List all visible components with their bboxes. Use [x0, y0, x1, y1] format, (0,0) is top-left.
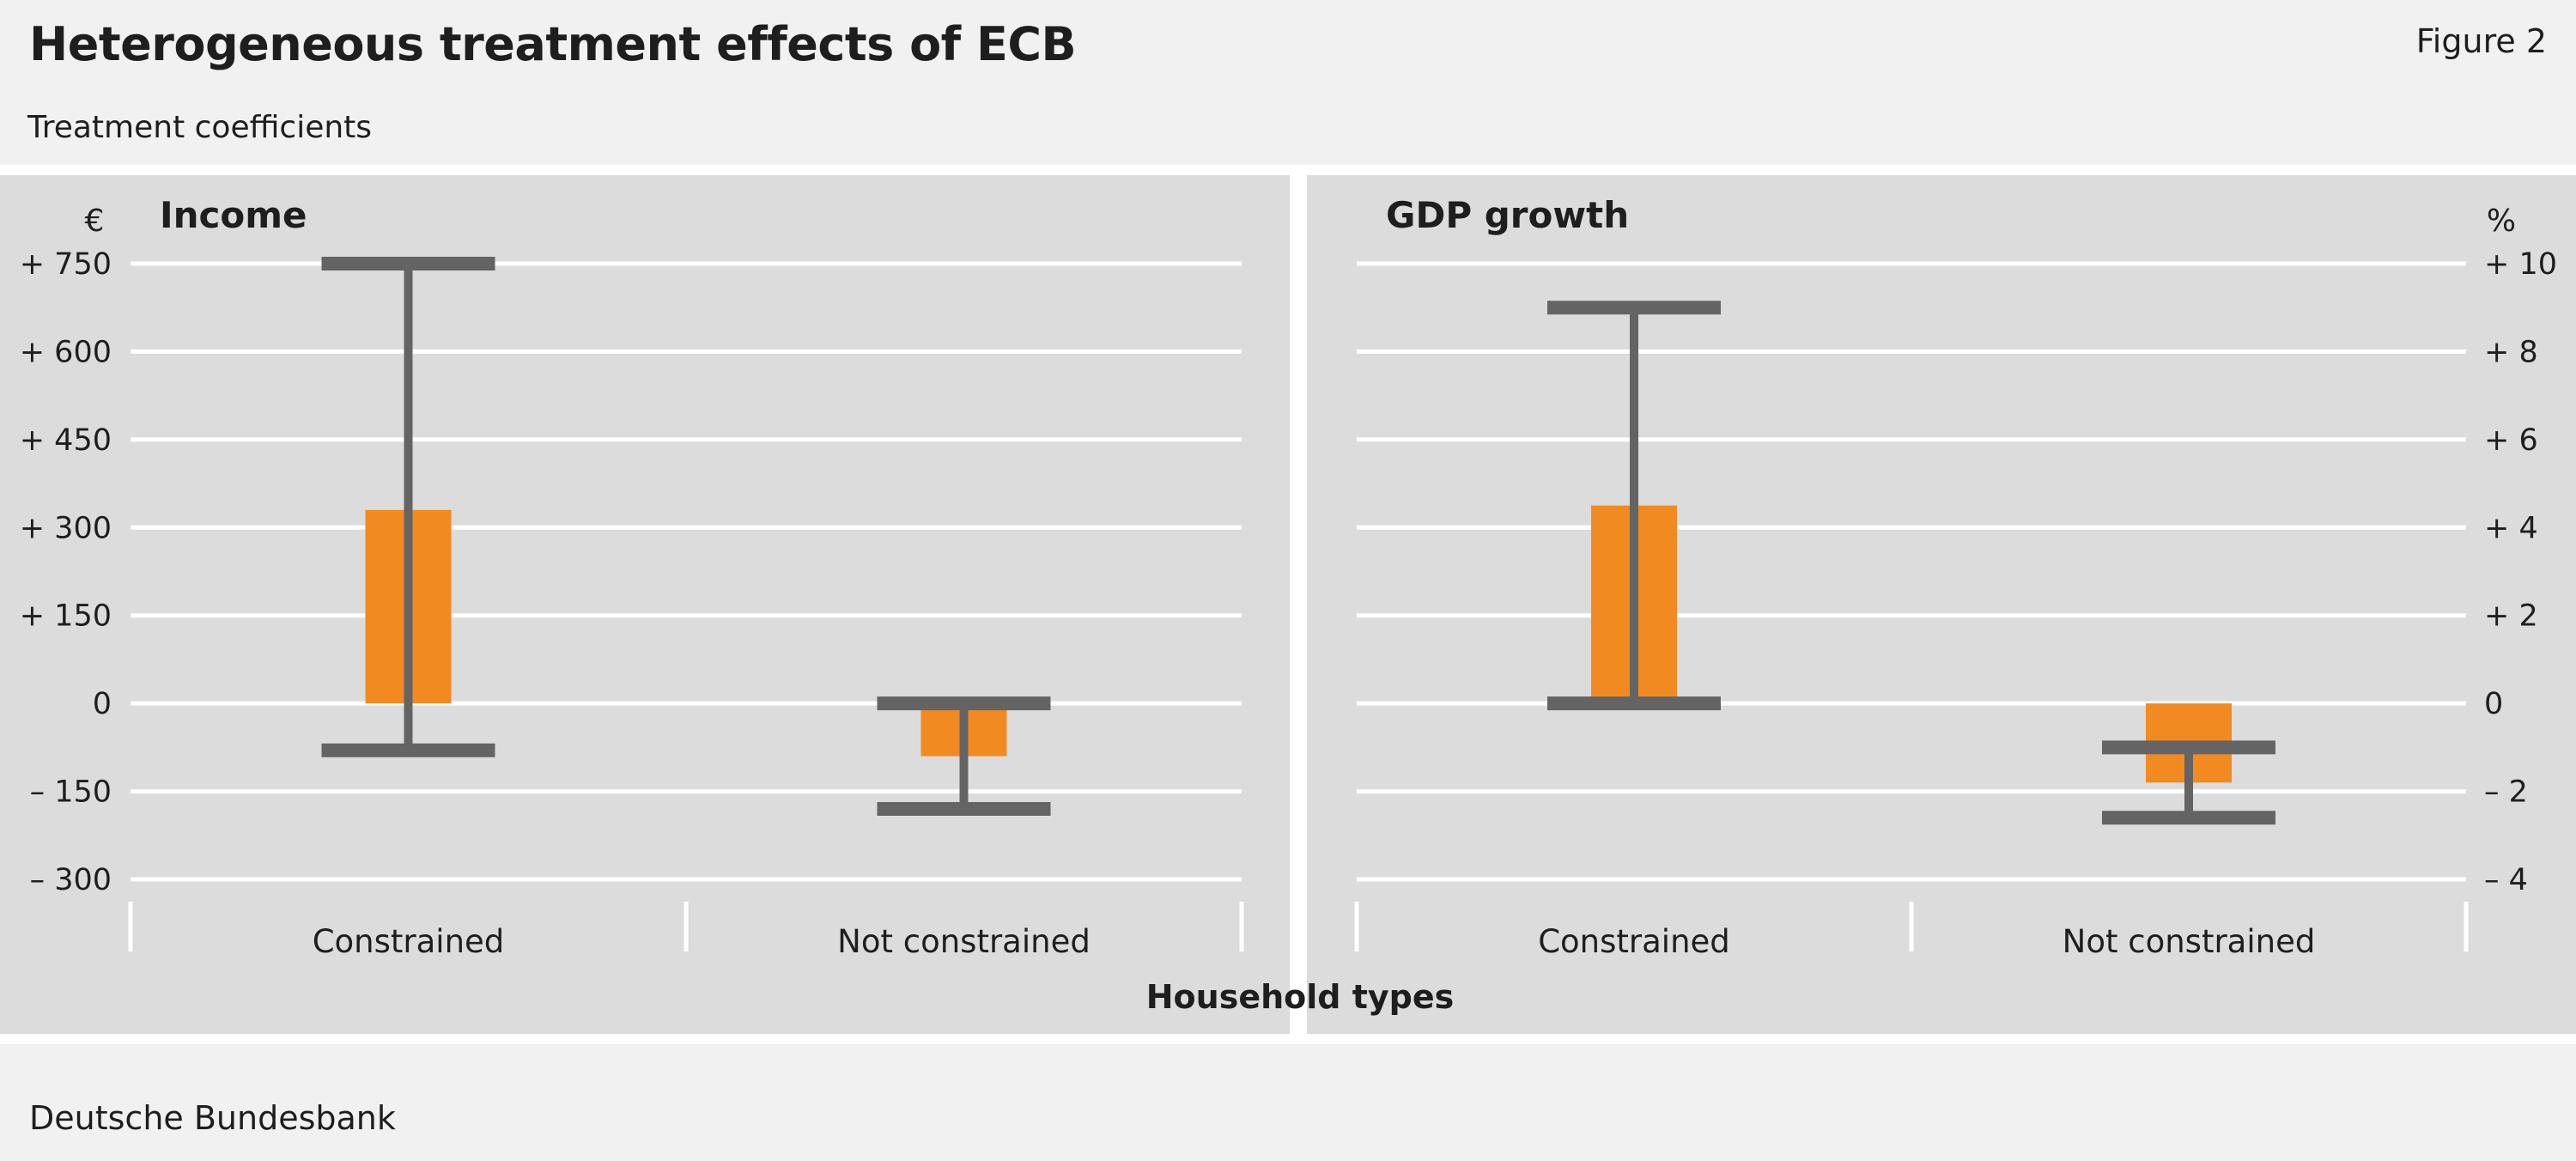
- panel-title: Income: [160, 194, 307, 236]
- panel-title: GDP growth: [1386, 194, 1629, 236]
- unit-label: €: [85, 204, 105, 239]
- y-tick-label: + 4: [2484, 511, 2538, 545]
- panel-background: [1307, 175, 2576, 1034]
- y-tick-label: + 450: [20, 423, 112, 458]
- y-tick-label: – 150: [30, 775, 112, 810]
- y-tick-label: – 4: [2484, 863, 2528, 897]
- chart-subtitle: Treatment coefficients: [27, 110, 373, 145]
- category-label: Constrained: [1538, 923, 1730, 960]
- panel-background: [0, 175, 1290, 1034]
- category-label: Constrained: [313, 923, 505, 960]
- category-label: Not constrained: [2063, 923, 2316, 960]
- y-tick-label: – 2: [2484, 775, 2528, 810]
- y-tick-label: 0: [2484, 687, 2503, 721]
- category-label: Not constrained: [837, 923, 1091, 960]
- unit-label: %: [2487, 204, 2516, 239]
- income-panel: + 750 + 600 + 450 + 300 + 150 0 – 150 – 300 € Inc…: [0, 175, 1290, 1034]
- y-tick-label: + 2: [2484, 599, 2538, 634]
- x-axis-title: Household types: [1146, 978, 1455, 1016]
- treatment-effects-chart: + 750 + 600 + 450 + 300 + 150 0 – 150 – 300 € Inc…: [0, 175, 2576, 1034]
- gdp-growth-panel: + 10 + 8 + 6 + 4 + 2 0 – 2 – 4% GDP growth Constr…: [1307, 175, 2576, 1034]
- y-tick-label: + 10: [2484, 247, 2557, 282]
- figure-label: Figure 2: [2415, 22, 2547, 60]
- y-tick-label: 0: [93, 687, 112, 721]
- y-tick-label: + 8: [2484, 335, 2538, 369]
- source-note: Deutsche Bundesbank: [29, 1099, 396, 1137]
- y-tick-label: + 300: [20, 511, 112, 545]
- chart-area: + 750 + 600 + 450 + 300 + 150 0 – 150 – 300 € Inc…: [0, 165, 2576, 1044]
- y-tick-label: – 300: [30, 863, 112, 897]
- y-tick-label: + 750: [20, 247, 112, 282]
- y-tick-label: + 6: [2484, 423, 2538, 458]
- y-tick-label: + 600: [20, 335, 112, 369]
- chart-title: Heterogeneous treatment effects of ECB: [29, 17, 1077, 71]
- y-tick-label: + 150: [20, 599, 112, 634]
